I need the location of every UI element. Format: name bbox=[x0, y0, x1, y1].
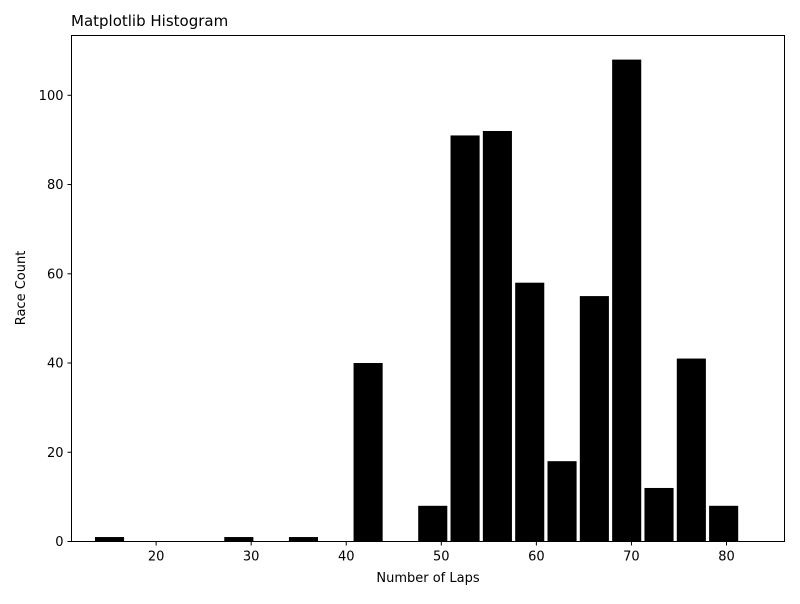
histogram-bar bbox=[547, 461, 577, 542]
x-tick-label: 70 bbox=[623, 550, 640, 565]
histogram-bar bbox=[579, 296, 609, 542]
histogram-bar bbox=[709, 505, 739, 542]
histogram-bar bbox=[612, 59, 642, 542]
y-tick-label: 100 bbox=[39, 89, 64, 104]
histogram-bar bbox=[644, 487, 674, 542]
y-axis-label: Race Count bbox=[14, 251, 29, 326]
y-tick-label: 80 bbox=[47, 178, 64, 193]
histogram-bar bbox=[288, 537, 319, 542]
histogram-bar bbox=[482, 130, 512, 542]
x-axis-ticks: 20 30 40 50 60 70 80 bbox=[148, 541, 735, 565]
x-tick-label: 50 bbox=[433, 550, 450, 565]
y-tick-label: 0 bbox=[55, 535, 63, 550]
bars-layer bbox=[94, 59, 739, 542]
x-tick-label: 80 bbox=[718, 550, 735, 565]
histogram-bar bbox=[676, 358, 706, 542]
x-tick-label: 30 bbox=[243, 550, 260, 565]
histogram-bar bbox=[515, 282, 545, 542]
y-tick-label: 20 bbox=[47, 446, 64, 461]
x-axis-label: Number of Laps bbox=[376, 571, 479, 586]
histogram-bar bbox=[418, 505, 448, 542]
histogram-bar bbox=[450, 135, 480, 542]
histogram-bar bbox=[224, 537, 254, 542]
x-tick-label: 60 bbox=[528, 550, 545, 565]
y-tick-label: 40 bbox=[47, 357, 64, 372]
x-tick-label: 40 bbox=[338, 550, 355, 565]
x-tick-label: 20 bbox=[148, 550, 165, 565]
histogram-bar bbox=[353, 363, 383, 542]
y-axis-ticks: 0 20 40 60 80 100 bbox=[39, 89, 72, 550]
y-tick-label: 60 bbox=[47, 267, 64, 282]
plot-frame bbox=[71, 35, 785, 542]
chart-title: Matplotlib Histogram bbox=[71, 12, 228, 30]
histogram-bar bbox=[94, 537, 125, 542]
